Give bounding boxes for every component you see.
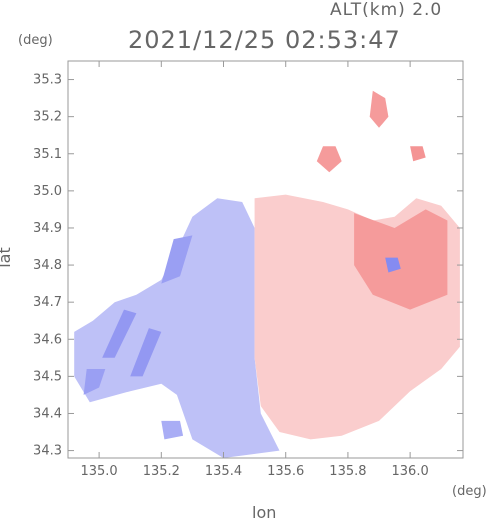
velocity-region-negative-1 (102, 309, 137, 358)
x-tick-label: 135.6 (267, 464, 304, 479)
altitude-label: ALT(km) 2.0 (330, 0, 443, 20)
y-tick-label: 35.1 (33, 147, 62, 162)
y-tick-label: 34.9 (33, 221, 62, 236)
x-tick-label: 135.0 (80, 464, 117, 479)
x-tick-label: 135.4 (205, 464, 242, 479)
velocity-region-positive-8 (316, 146, 342, 173)
velocity-region-positive-6 (354, 209, 448, 310)
velocity-region-negative-10 (385, 257, 401, 273)
y-axis-label: lat (0, 247, 14, 268)
x-axis-label: lon (252, 503, 277, 522)
y-axis-unit: (deg) (18, 33, 53, 48)
velocity-region-negative-0 (74, 198, 280, 459)
y-tick-label: 34.8 (33, 258, 62, 273)
x-tick-label: 135.2 (143, 464, 180, 479)
velocity-region-positive-9 (410, 146, 426, 162)
velocity-region-negative-4 (83, 369, 106, 395)
y-tick-label: 34.3 (33, 444, 62, 459)
velocity-region-negative-2 (130, 328, 162, 377)
x-axis-unit: (deg) (452, 484, 487, 499)
velocity-region-negative-11 (161, 420, 184, 440)
velocity-region-negative-3 (161, 235, 193, 284)
y-tick-label: 35.2 (33, 110, 62, 125)
y-tick-label: 34.7 (33, 295, 62, 310)
data-regions (74, 90, 460, 459)
axis-ticks: 135.0 135.2 135.4 135.6 135.8 136.0 34.3 34.4 34… (33, 61, 463, 479)
y-tick-label: 35.3 (33, 73, 62, 88)
y-tick-label: 34.6 (33, 332, 62, 347)
y-tick-label: 34.4 (33, 406, 62, 421)
x-tick-label: 135.8 (329, 464, 366, 479)
timestamp-title: 2021/12/25 02:53:47 (128, 26, 401, 54)
y-tick-label: 34.5 (33, 369, 62, 384)
plot-frame (67, 60, 464, 459)
x-tick-label: 136.0 (392, 464, 429, 479)
y-tick-label: 35.0 (33, 184, 62, 199)
velocity-region-positive-7 (369, 90, 389, 128)
